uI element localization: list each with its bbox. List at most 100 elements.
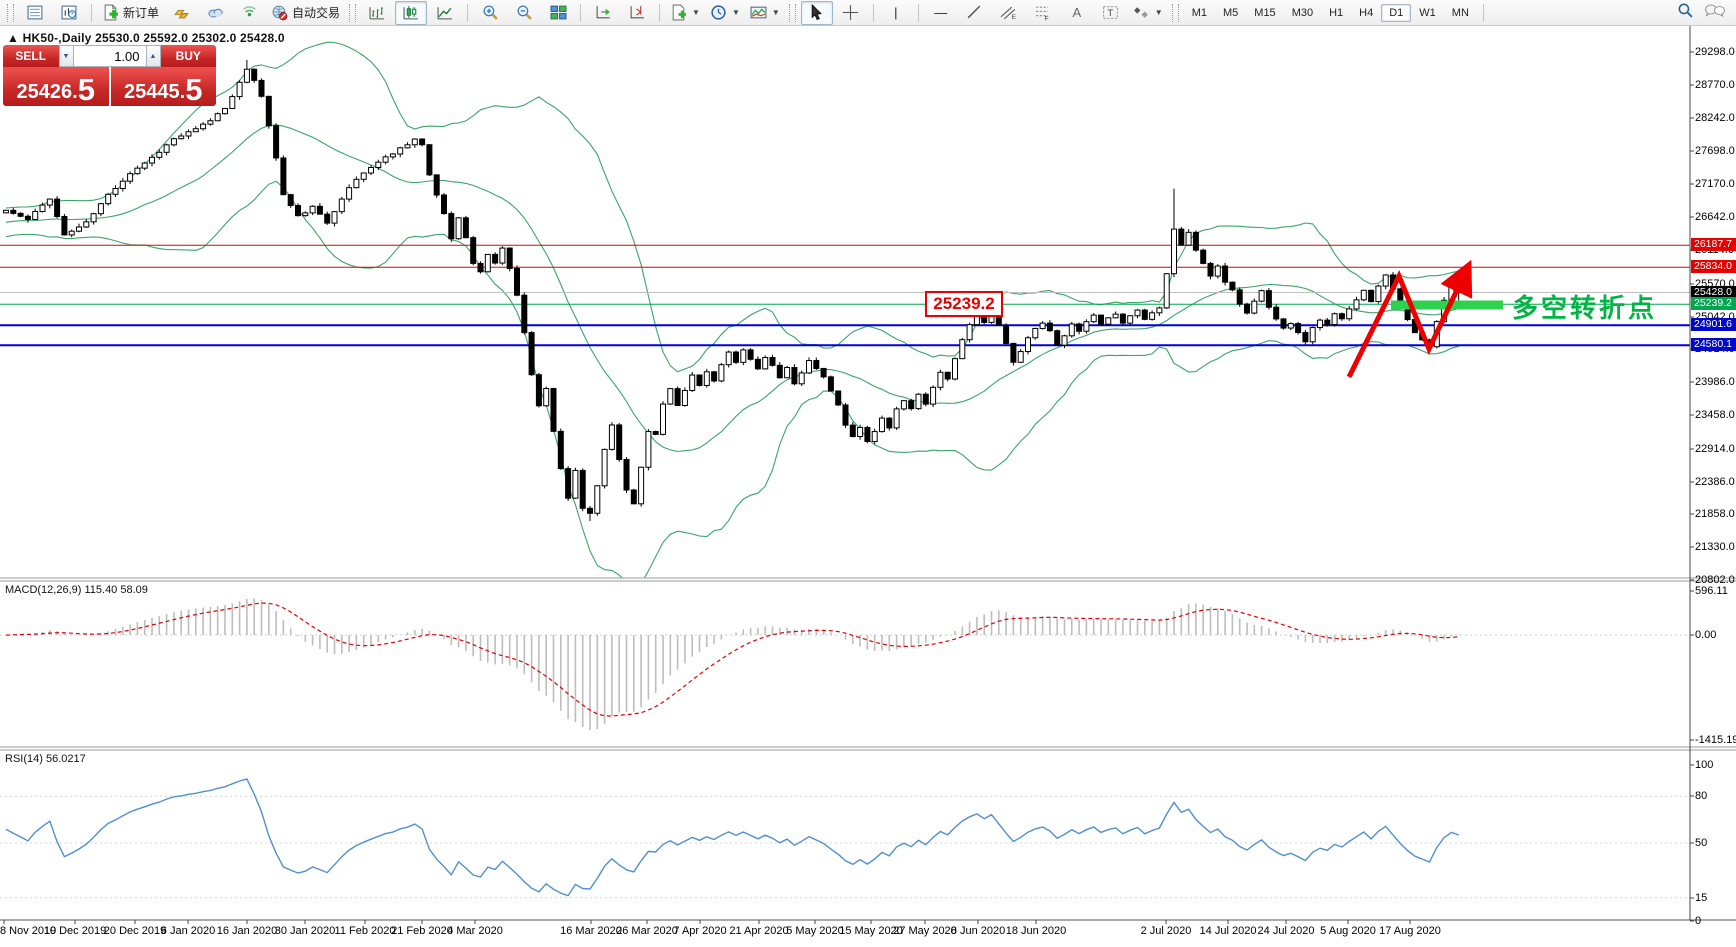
toolbar-grip[interactable] [349,3,357,22]
dropdown-caret-icon: ▼ [731,8,740,17]
buy-price[interactable]: 25445. 5 [110,67,216,106]
spinner-up-icon: ▲ [149,52,157,60]
signal-icon [241,4,258,21]
date-label: 5 Aug 2020 [1320,925,1376,937]
chat-icon[interactable] [1704,2,1726,19]
timeframe-M30[interactable]: M30 [1291,6,1314,19]
toolbar-grip[interactable] [1171,3,1179,22]
timeframe-W1[interactable]: W1 [1419,6,1436,19]
market-button[interactable] [165,1,197,25]
text-tool-button[interactable]: A [1061,1,1093,25]
collapse-arrow-icon[interactable]: ▲ [7,31,20,45]
horizontal-line-tool-button[interactable]: — [925,1,957,25]
rsi-tick-label: 15 [1695,892,1708,904]
trendline-icon [966,4,983,21]
timeframe-H4[interactable]: H4 [1359,6,1374,19]
window-list-icon [27,4,44,21]
crosshair-tool-button[interactable] [835,1,867,25]
timeframe-D1[interactable]: D1 [1381,3,1412,22]
window-list-button[interactable] [19,1,51,25]
buy-button[interactable]: BUY [160,45,216,67]
chart-shift-button[interactable] [621,1,653,25]
tile-windows-button[interactable] [542,1,574,25]
sell-price[interactable]: 25426. 5 [3,67,109,106]
volume-input[interactable] [73,45,146,67]
indicators-button[interactable]: ▼ [746,1,784,25]
bollinger-band-line[interactable] [5,180,1459,587]
candlestick-type-button[interactable] [395,0,428,25]
date-label: 14 Jul 2020 [1199,925,1257,937]
price-badge-24901.6[interactable]: 24901.6 [1691,318,1736,331]
zoom-in-button[interactable] [474,1,506,25]
auto-scroll-button[interactable] [587,1,619,25]
price-tick-label: 22386.0 [1695,476,1735,488]
toolbar-grip[interactable] [7,3,14,22]
price-flag-label[interactable]: 25239.2 [925,291,1003,317]
sell-button[interactable]: SELL [3,45,59,67]
price-badge-26187.7[interactable]: 26187.7 [1691,238,1736,251]
mql5-community-button[interactable] [199,1,231,25]
zigzag-arrow-annotation[interactable] [1346,259,1473,379]
price-tick-label: 28770.0 [1695,79,1735,91]
signals-button[interactable] [233,1,265,25]
date-label: 24 Jul 2020 [1257,925,1315,937]
macd-tick-label: -1415.19 [1695,734,1736,746]
chart-title: ▲ HK50-,Daily 25530.0 25592.0 25302.0 25… [7,31,285,45]
chart-clock-icon [61,4,78,21]
macd-signal-line[interactable] [5,602,1459,717]
vertical-line-icon: | [894,5,898,20]
timeframe-M15[interactable]: M15 [1254,6,1276,19]
price-badge-25428.0[interactable]: 25428.0 [1691,286,1736,299]
price-badge-25239.2[interactable]: 25239.2 [1691,297,1736,310]
template-icon [670,4,687,21]
svg-text:T: T [1108,8,1114,19]
fibonacci-tool-button[interactable]: F [1027,1,1059,25]
volume-decrease-button[interactable]: ▼ [58,45,74,67]
volume-increase-button[interactable]: ▲ [145,45,161,67]
vertical-line-tool-button[interactable]: | [880,1,912,25]
timeframe-H1[interactable]: H1 [1329,6,1344,19]
rsi-tick-label: 100 [1695,759,1714,771]
label-tool-button[interactable]: T [1095,1,1127,25]
gold-bars-icon [173,4,190,21]
trendline-tool-button[interactable] [959,1,991,25]
toolbar-separator [467,3,469,22]
bar-chart-type-button[interactable] [361,1,393,25]
autotrading-button[interactable]: 自动交易 [267,1,344,25]
templates-button[interactable]: ▼ [666,1,704,25]
new-order-label: 新订单 [123,6,160,20]
bollinger-band-line[interactable] [5,124,1459,453]
buy-price-dot: . [179,81,186,103]
timeframe-M5[interactable]: M5 [1223,6,1239,19]
chart-shift-icon [629,4,646,21]
toolbar-grip[interactable] [788,3,796,22]
sell-label: SELL [15,49,47,63]
timeframe-M1[interactable]: M1 [1191,6,1207,19]
date-label: 21 Apr 2020 [729,925,789,937]
periods-button[interactable]: ▼ [706,1,744,25]
timeframe-MN[interactable]: MN [1451,6,1469,19]
cursor-tool-button[interactable] [800,0,833,25]
bollinger-band-line[interactable] [5,41,1459,373]
green-bar-annotation[interactable] [1391,300,1503,310]
search-icon[interactable] [1677,2,1694,19]
date-label: 4 Mar 2020 [447,925,503,937]
crosshair-icon [842,4,859,21]
arrows-tool-button[interactable]: ▼ [1129,1,1167,25]
line-chart-type-button[interactable] [429,1,461,25]
macd-tick-label: 596.11 [1695,585,1728,597]
new-order-button[interactable]: 新订单 [98,1,163,25]
price-badge-24580.1[interactable]: 24580.1 [1691,338,1736,351]
price-badge-25834.0[interactable]: 25834.0 [1691,260,1736,273]
toolbar-separator [91,3,92,22]
date-label: 8 Jun 2020 [950,925,1006,937]
bar-chart-icon [369,4,386,21]
chart-window-button[interactable] [53,1,85,25]
zoom-out-button[interactable] [508,1,540,25]
indicators-icon [750,4,767,21]
turning-point-annotation[interactable]: 多空转折点 [1512,294,1658,323]
rsi-line[interactable] [5,778,1459,897]
channel-tool-button[interactable]: E [993,1,1025,25]
date-label: 7 Apr 2020 [673,925,727,937]
